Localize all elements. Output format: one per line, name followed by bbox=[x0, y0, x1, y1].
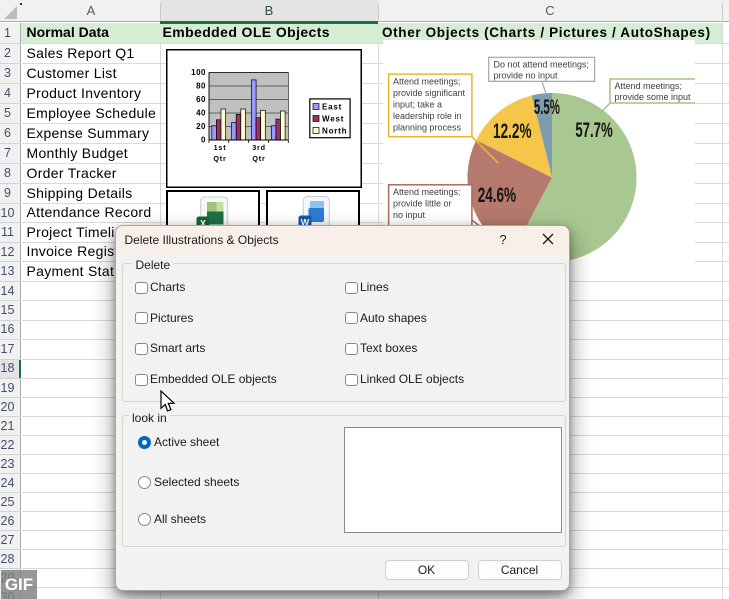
svg-text:57.7%: 57.7% bbox=[575, 118, 612, 142]
svg-text:Attend meetings;: Attend meetings; bbox=[615, 81, 683, 91]
svg-text:Attend meetings;: Attend meetings; bbox=[393, 77, 461, 87]
svg-text:provide little or: provide little or bbox=[393, 199, 452, 209]
svg-text:3rd: 3rd bbox=[252, 143, 266, 152]
svg-text:Qtr: Qtr bbox=[213, 154, 226, 163]
svg-text:West: West bbox=[322, 115, 344, 124]
svg-text:Qtr: Qtr bbox=[252, 154, 265, 163]
svg-text:24.6%: 24.6% bbox=[478, 183, 516, 207]
svg-text:5.5%: 5.5% bbox=[534, 95, 560, 119]
svg-text:Do not attend meetings;: Do not attend meetings; bbox=[494, 59, 590, 69]
svg-text:X: X bbox=[200, 219, 206, 229]
svg-text:60: 60 bbox=[196, 95, 206, 104]
svg-text:provide no input: provide no input bbox=[494, 70, 559, 80]
svg-text:80: 80 bbox=[196, 82, 206, 91]
svg-text:1st: 1st bbox=[214, 143, 227, 152]
svg-text:leadership role in: leadership role in bbox=[393, 111, 462, 121]
svg-text:Attend meetings;: Attend meetings; bbox=[393, 187, 461, 197]
svg-text:provide significant: provide significant bbox=[393, 88, 466, 98]
svg-text:provide some input: provide some input bbox=[615, 92, 692, 102]
svg-text:input; take a: input; take a bbox=[393, 100, 442, 110]
svg-text:W: W bbox=[301, 218, 310, 228]
svg-text:0: 0 bbox=[201, 136, 206, 145]
svg-text:40: 40 bbox=[196, 109, 206, 118]
svg-text:planning process: planning process bbox=[393, 123, 462, 133]
svg-text:North: North bbox=[322, 127, 347, 136]
svg-text:12.2%: 12.2% bbox=[493, 119, 532, 143]
svg-text:East: East bbox=[322, 103, 342, 112]
svg-text:no input: no input bbox=[393, 210, 426, 220]
svg-text:100: 100 bbox=[191, 68, 206, 77]
svg-text:20: 20 bbox=[196, 122, 206, 131]
